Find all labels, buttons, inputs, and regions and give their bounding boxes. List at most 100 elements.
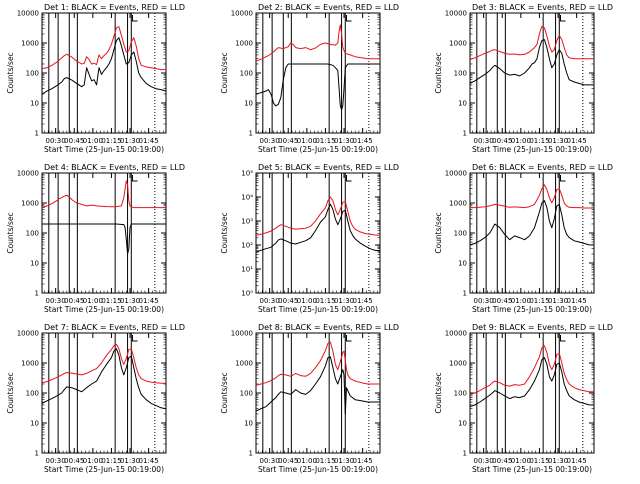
x-tick-label: 01:15 [101,457,121,465]
x-tick-label: 01:45 [139,457,159,465]
panel-title: Det 5: BLACK = Events, RED = LLD [258,163,399,172]
y-axis-label: Counts/sec [220,52,229,93]
y-tick-label: 10 [30,100,39,108]
plot-frame [469,172,595,294]
flag-bracket [132,15,138,22]
y-tick-label: 1000 [235,40,253,48]
x-tick-label: 01:00 [83,297,103,305]
y-tick-label: 1000 [21,200,39,208]
y-axis-label: Counts/sec [434,52,443,93]
x-axis-label: Start Time (25-Jun-15 00:19:00) [472,145,592,154]
x-tick-label: 01:30 [334,297,354,305]
plot-frame [255,12,381,134]
y-axis-label: Counts/sec [434,212,443,253]
x-tick-label: 01:45 [139,137,159,145]
chart-panel-det-8: 1 10 100 1000 10000 00:3000:4501:0001:1501:30… [220,323,399,474]
x-tick-label: 01:30 [548,297,568,305]
chart-panel-det-4: 1 10 100 1000 10000 00:3000:4501:0001:1501:30… [6,163,185,314]
series-line-lld [469,345,594,395]
x-tick-label: 01:00 [511,297,531,305]
series-line-lld [470,184,594,209]
chart-panel-det-2: 1 10 100 1000 10000 00:3000:4501:0001:1501:30… [220,3,399,154]
y-tick-label: 1000 [21,40,39,48]
y-tick-label: 10⁵ [241,170,253,178]
y-tick-label: 1 [35,130,39,138]
chart-panel-det-3: 1 10 100 1000 10000 00:3000:4501:0001:1501:30… [434,3,613,154]
x-tick-label: 00:30 [46,297,66,305]
chart-panel-det-1: 1 10 100 1000 10000 00:3000:4501:0001:1501:30… [6,3,185,154]
series-line-lld [469,25,594,61]
x-tick-label: 00:30 [260,137,280,145]
y-axis-label: Counts/sec [6,52,15,93]
y-tick-label: 1 [463,130,467,138]
y-tick-label: 10 [30,420,39,428]
x-tick-label: 01:00 [511,457,531,465]
x-tick-label: 00:30 [474,297,494,305]
x-tick-label: 01:45 [567,137,587,145]
x-tick-label: 01:00 [83,457,103,465]
series-line-events [42,223,166,255]
y-tick-label: 1000 [449,360,467,368]
x-tick-label: 01:00 [297,137,317,145]
x-tick-label: 01:30 [334,137,354,145]
flag-bracket [560,335,566,342]
plot-frame [41,332,167,454]
y-tick-label: 10 [458,420,467,428]
panel-title: Det 3: BLACK = Events, RED = LLD [472,3,613,12]
x-tick-label: 00:30 [46,457,66,465]
plot-frame [255,332,381,454]
series-line-events [255,203,381,253]
x-tick-label: 00:45 [492,137,512,145]
y-tick-label: 1000 [449,40,467,48]
x-tick-label: 01:15 [101,297,121,305]
plot-frame [255,172,381,294]
x-tick-label: 01:00 [83,137,103,145]
chart-panel-det-7: 1 10 100 1000 10000 00:3000:4501:0001:1501:30… [6,323,185,474]
x-tick-label: 01:30 [120,137,140,145]
y-tick-label: 10⁴ [241,194,253,202]
y-tick-label: 10 [30,260,39,268]
x-tick-label: 01:15 [101,137,121,145]
plot-frame [41,12,167,134]
x-tick-label: 01:15 [529,297,549,305]
panel-title: Det 4: BLACK = Events, RED = LLD [44,163,185,172]
y-axis-label: Counts/sec [434,372,443,413]
x-tick-label: 01:45 [567,297,587,305]
plot-frame [469,332,595,454]
y-tick-label: 10000 [17,170,39,178]
y-axis-label: Counts/sec [220,212,229,253]
flag-bracket [346,335,352,342]
x-tick-label: 01:15 [315,137,335,145]
x-axis-label: Start Time (25-Jun-15 00:19:00) [258,145,378,154]
y-tick-label: 1 [249,450,253,458]
y-tick-label: 1 [35,450,39,458]
panel-title: Det 7: BLACK = Events, RED = LLD [44,323,185,332]
x-tick-label: 01:45 [353,457,373,465]
x-tick-label: 01:15 [315,457,335,465]
y-tick-label: 1 [35,290,39,298]
x-axis-label: Start Time (25-Jun-15 00:19:00) [472,305,592,314]
y-tick-label: 10000 [445,330,467,338]
x-axis-label: Start Time (25-Jun-15 00:19:00) [44,465,164,474]
x-tick-label: 01:45 [353,297,373,305]
y-tick-label: 10 [244,100,253,108]
x-tick-label: 01:00 [297,457,317,465]
x-axis-label: Start Time (25-Jun-15 00:19:00) [472,465,592,474]
y-tick-label: 10000 [445,170,467,178]
y-tick-label: 10000 [231,330,253,338]
x-tick-label: 01:30 [334,457,354,465]
x-axis-label: Start Time (25-Jun-15 00:19:00) [44,305,164,314]
y-tick-label: 10000 [17,330,39,338]
x-tick-label: 01:15 [529,137,549,145]
flag-bracket [346,175,352,182]
chart-panel-det-9: 1 10 100 1000 10000 00:3000:4501:0001:1501:30… [434,323,613,474]
y-tick-label: 100 [240,70,253,78]
y-tick-label: 10 [458,100,467,108]
series-line-events [469,357,594,408]
y-tick-label: 100 [26,390,39,398]
x-tick-label: 01:30 [120,457,140,465]
y-tick-label: 10³ [241,218,253,226]
panel-title: Det 9: BLACK = Events, RED = LLD [472,323,613,332]
x-tick-label: 01:30 [548,457,568,465]
y-tick-label: 100 [454,230,467,238]
